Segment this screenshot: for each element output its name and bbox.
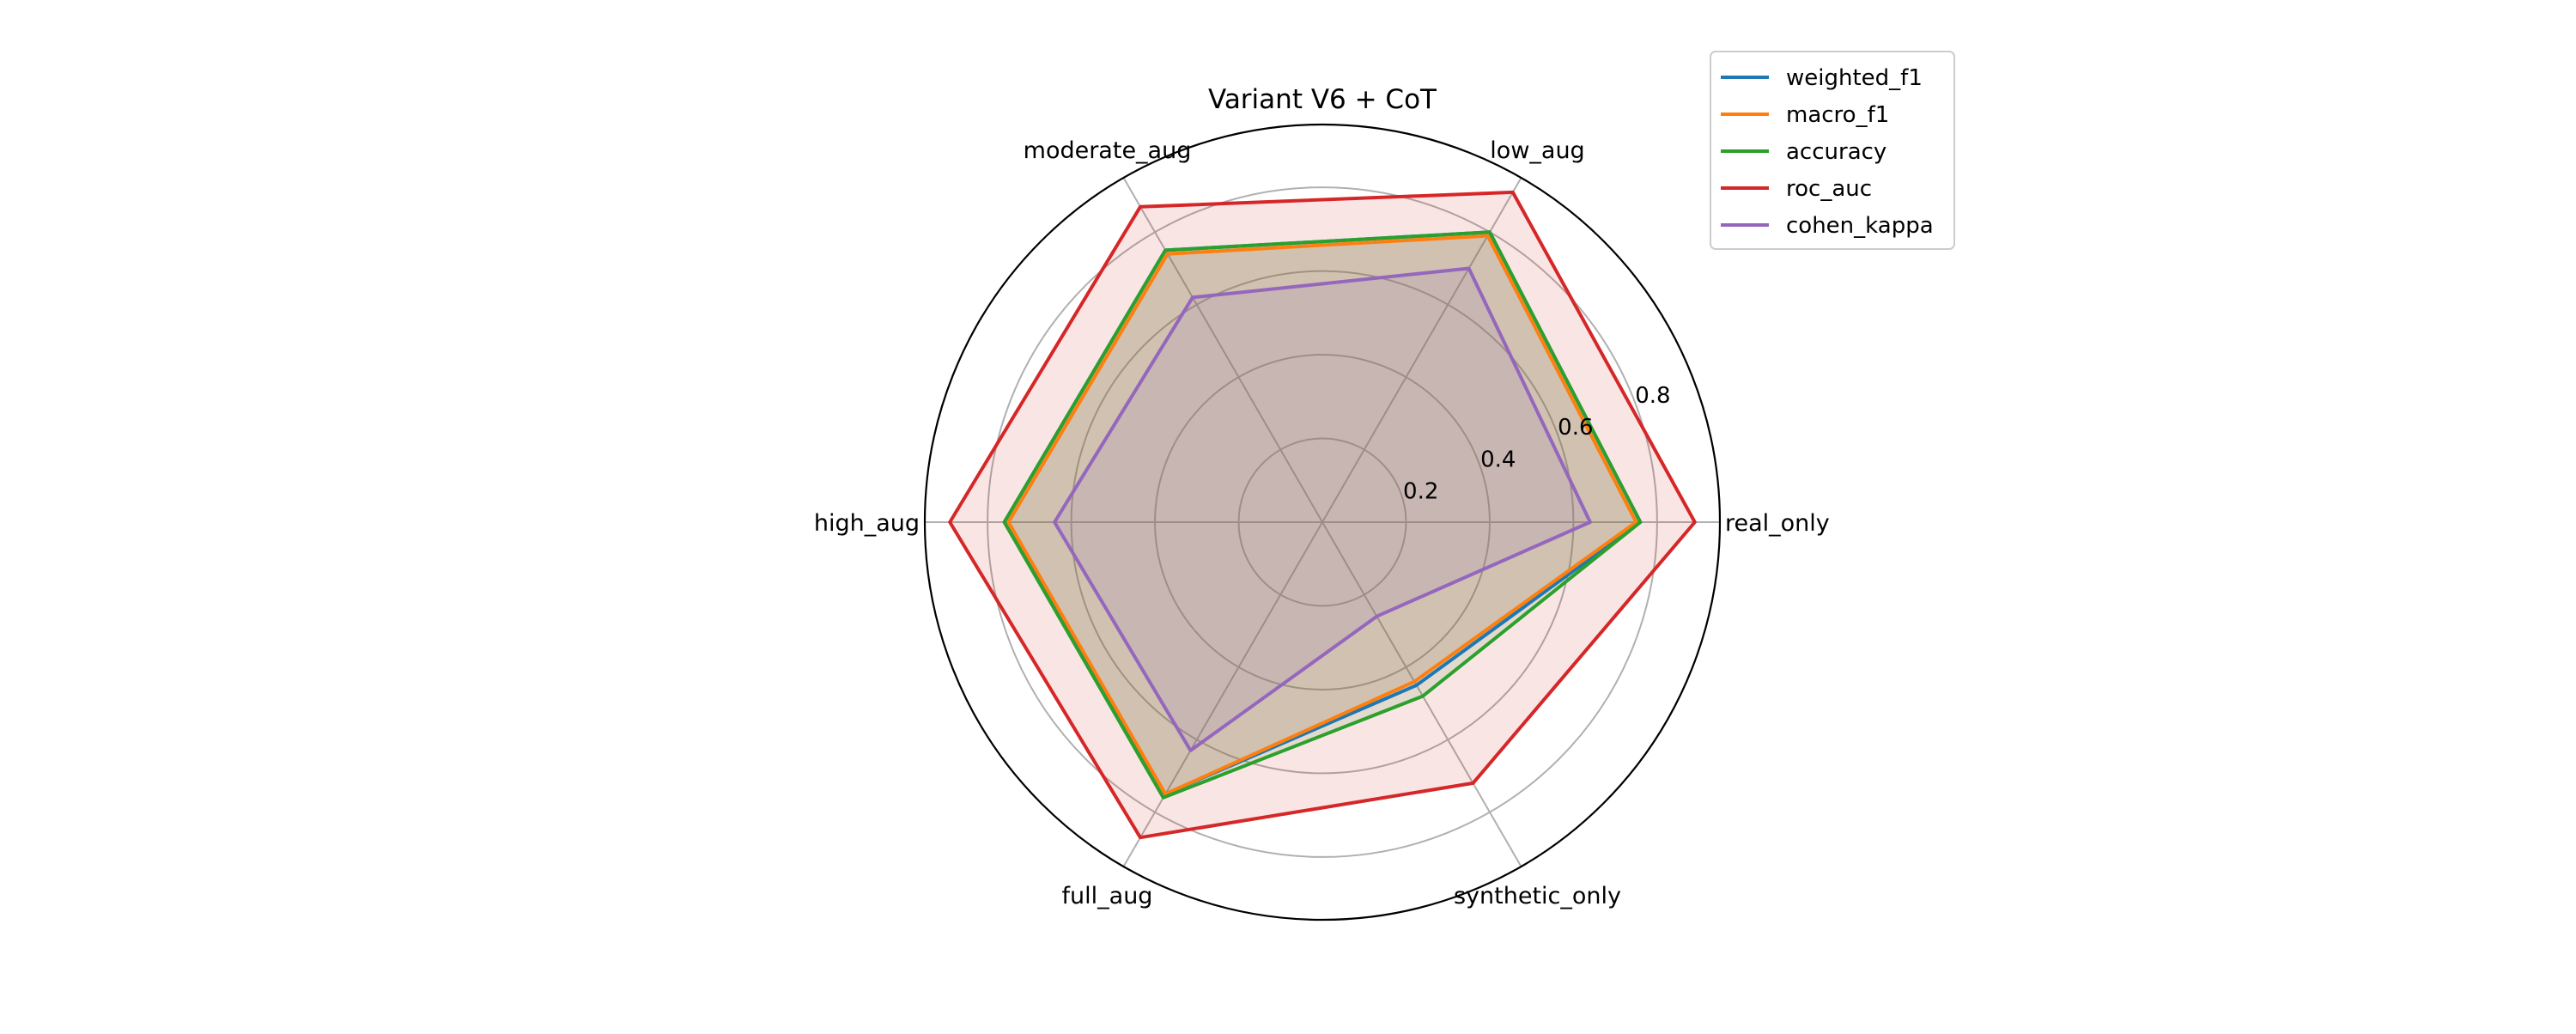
grid-layer [923, 123, 1722, 921]
grid-spoke [1122, 177, 1323, 523]
grid-spoke [1122, 521, 1323, 867]
legend-label: cohen_kappa [1786, 213, 1934, 239]
legend: weighted_f1 macro_f1 accuracy roc_auc cohen_… [1710, 51, 1955, 250]
radial-tick-label: 0.6 [1558, 415, 1593, 441]
line-layer [948, 190, 1697, 840]
category-label: moderate_aug [1024, 137, 1192, 164]
series-area-accuracy [1004, 232, 1641, 798]
fill-layer [950, 192, 1695, 838]
series-line-macro_f1 [1006, 234, 1638, 796]
polar-frame [923, 123, 1722, 921]
legend-label: roc_auc [1786, 176, 1872, 202]
category-label: full_aug [1062, 883, 1153, 909]
series-line-accuracy [1002, 230, 1643, 800]
category-label: real_only [1725, 510, 1830, 537]
series-area-cohen_kappa [1054, 268, 1590, 751]
radial-tick-label: 0.2 [1403, 479, 1438, 505]
legend-label: accuracy [1786, 139, 1886, 165]
legend-label: macro_f1 [1786, 102, 1889, 128]
series-area-macro_f1 [1008, 235, 1637, 794]
series-area-weighted_f1 [1004, 232, 1641, 794]
series-line-roc_auc [948, 190, 1697, 840]
legend-box [1710, 51, 1955, 250]
chart-title: Variant V6 + CoT [1208, 84, 1437, 115]
radial-tick-label: 0.8 [1635, 383, 1670, 409]
radial-tick-label: 0.4 [1480, 447, 1516, 472]
series-line-cohen_kappa [1053, 266, 1592, 752]
category-label: high_aug [814, 510, 920, 537]
grid-spoke [1321, 521, 1522, 867]
legend-label: weighted_f1 [1786, 65, 1923, 91]
category-label: synthetic_only [1454, 883, 1621, 909]
label-layer: 0.2 0.4 0.6 0.8 real_only low_aug moderate_aug… [814, 137, 1830, 909]
category-label: low_aug [1490, 137, 1584, 164]
